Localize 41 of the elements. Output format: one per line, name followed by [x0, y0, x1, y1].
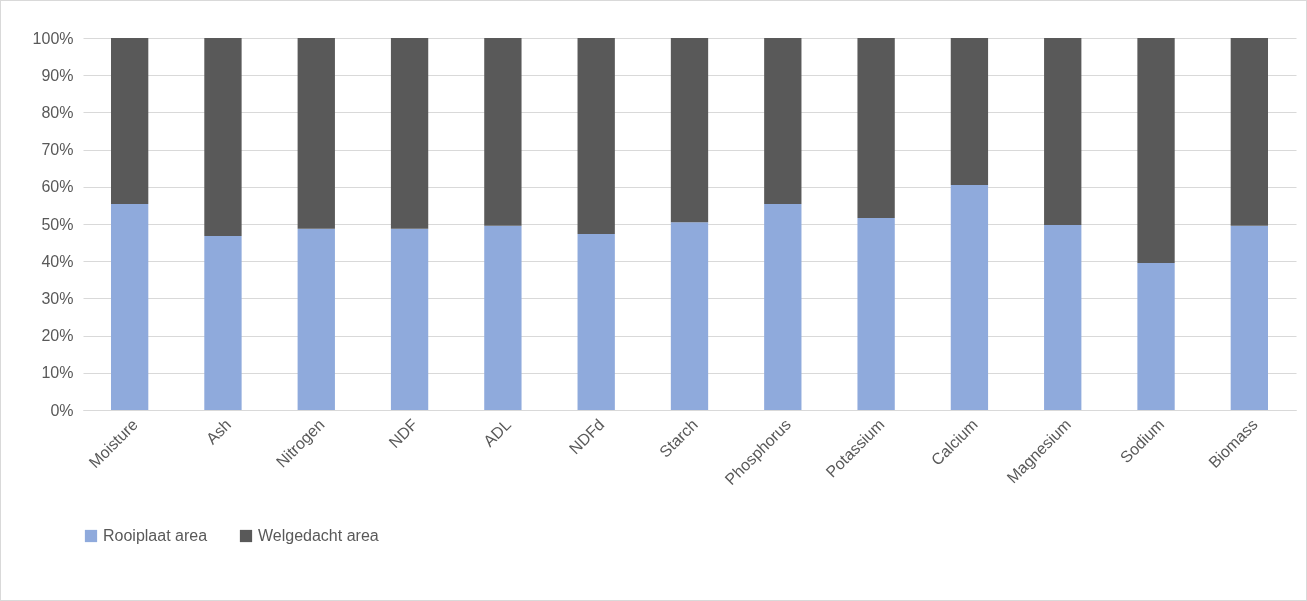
y-tick-label: 20% [41, 327, 74, 345]
x-tick-label: Ash [202, 415, 235, 448]
y-tick-label: 40% [41, 252, 74, 270]
bar [950, 38, 989, 185]
bar [484, 38, 522, 226]
bar [577, 234, 615, 410]
bar [1044, 225, 1082, 410]
bar [297, 38, 335, 229]
bar [1044, 38, 1082, 226]
bar [297, 228, 335, 410]
legend-label: Rooiplaat area [103, 527, 208, 544]
legend-label: Welgedacht area [258, 527, 379, 544]
bar [764, 203, 802, 410]
bar [1137, 38, 1175, 264]
bar [577, 38, 615, 235]
bar [390, 228, 429, 410]
bar [1137, 263, 1175, 410]
bar [857, 218, 895, 410]
bar [110, 203, 149, 410]
bar [204, 235, 242, 410]
y-tick-label: 90% [41, 66, 74, 84]
bar [857, 38, 895, 219]
bar [390, 38, 429, 229]
bar [764, 38, 802, 204]
y-tick-label: 70% [41, 141, 74, 159]
bar [484, 225, 522, 410]
y-tick-label: 50% [41, 215, 74, 233]
bar [204, 38, 242, 236]
bar [1230, 225, 1269, 410]
y-tick-label: 80% [41, 103, 74, 121]
y-tick-label: 10% [41, 364, 74, 382]
y-tick-label: 0% [50, 401, 74, 419]
x-tick-label: ADL [480, 415, 515, 450]
y-tick-label: 60% [41, 178, 74, 196]
y-tick-label: 30% [41, 289, 74, 307]
y-tick-label: 100% [32, 29, 74, 47]
bar [670, 38, 709, 223]
bar [110, 38, 149, 204]
bar [1230, 38, 1269, 226]
bar [950, 184, 989, 410]
bar [670, 222, 709, 410]
